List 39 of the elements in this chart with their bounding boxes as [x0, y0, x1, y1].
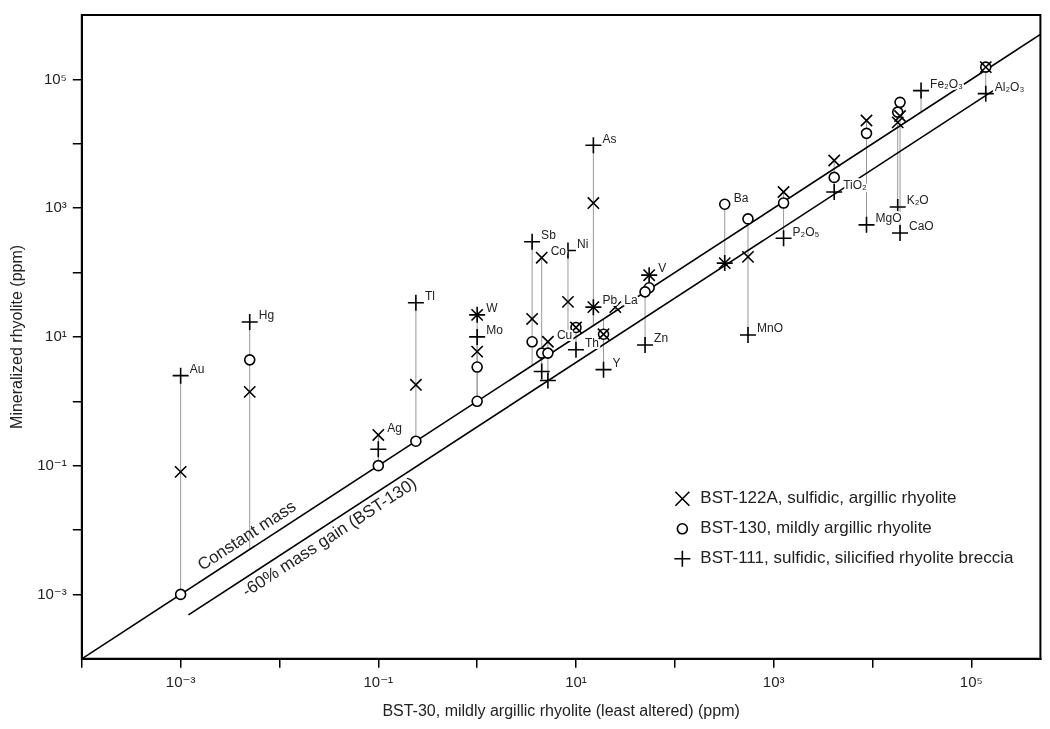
annotation: MgO	[875, 211, 902, 226]
annotation: MnO	[756, 321, 783, 336]
x-axis-title: BST-30, mildly argillic rhyolite (least altered) (ppm)	[382, 701, 740, 719]
annotation: Co	[550, 244, 567, 258]
x-tick-label: 10⁻³	[165, 672, 196, 690]
annotation: K₂O	[906, 193, 929, 208]
annotation: As	[602, 131, 617, 146]
annotation: Cu	[556, 328, 573, 343]
x-tick-label: 10⁻¹	[363, 672, 394, 690]
legend-label: BST-130, mildly argillic rhyolite	[700, 518, 932, 538]
annotation: Ag	[387, 421, 402, 436]
legend-label: BST-111, sulfidic, silicified rhyolite breccia	[700, 548, 1014, 568]
annotation: Au	[189, 361, 205, 376]
annotation: Zn	[654, 331, 669, 346]
x-tick-label: 10³	[762, 672, 785, 690]
y-axis-title: Mineralized rhyolite (ppm)	[8, 244, 26, 429]
y-tick-label: 10⁵	[43, 69, 67, 87]
annotation: P₂O₅	[792, 224, 820, 239]
y-tick-label: 10⁻¹	[37, 455, 67, 473]
y-tick-label: 10¹	[45, 327, 67, 345]
y-tick-label: 10⁻³	[37, 584, 67, 602]
annotation: Tl	[424, 289, 435, 303]
annotation: Ni	[576, 236, 589, 251]
annotation: Hg	[258, 308, 275, 323]
annotation: Sb	[541, 228, 557, 243]
x-tick-label: 10¹	[565, 672, 587, 690]
annotation: Pb	[602, 293, 618, 308]
annotation: Th	[584, 336, 599, 351]
x-tick-label: 10⁵	[959, 672, 983, 690]
annotation: Y	[612, 355, 621, 370]
annotation: Mo	[486, 323, 504, 338]
annotation: Fe₂O₃	[930, 76, 964, 91]
legend-label: BST-122A, sulfidic, argillic rhyolite	[700, 488, 957, 508]
annotation: W	[486, 301, 499, 316]
annotation: Al₂O₃	[994, 79, 1025, 94]
annotation: V	[658, 261, 667, 276]
annotation: CaO	[909, 219, 934, 234]
y-tick-label: 10³	[45, 198, 67, 216]
annotation: Ba	[733, 190, 749, 205]
